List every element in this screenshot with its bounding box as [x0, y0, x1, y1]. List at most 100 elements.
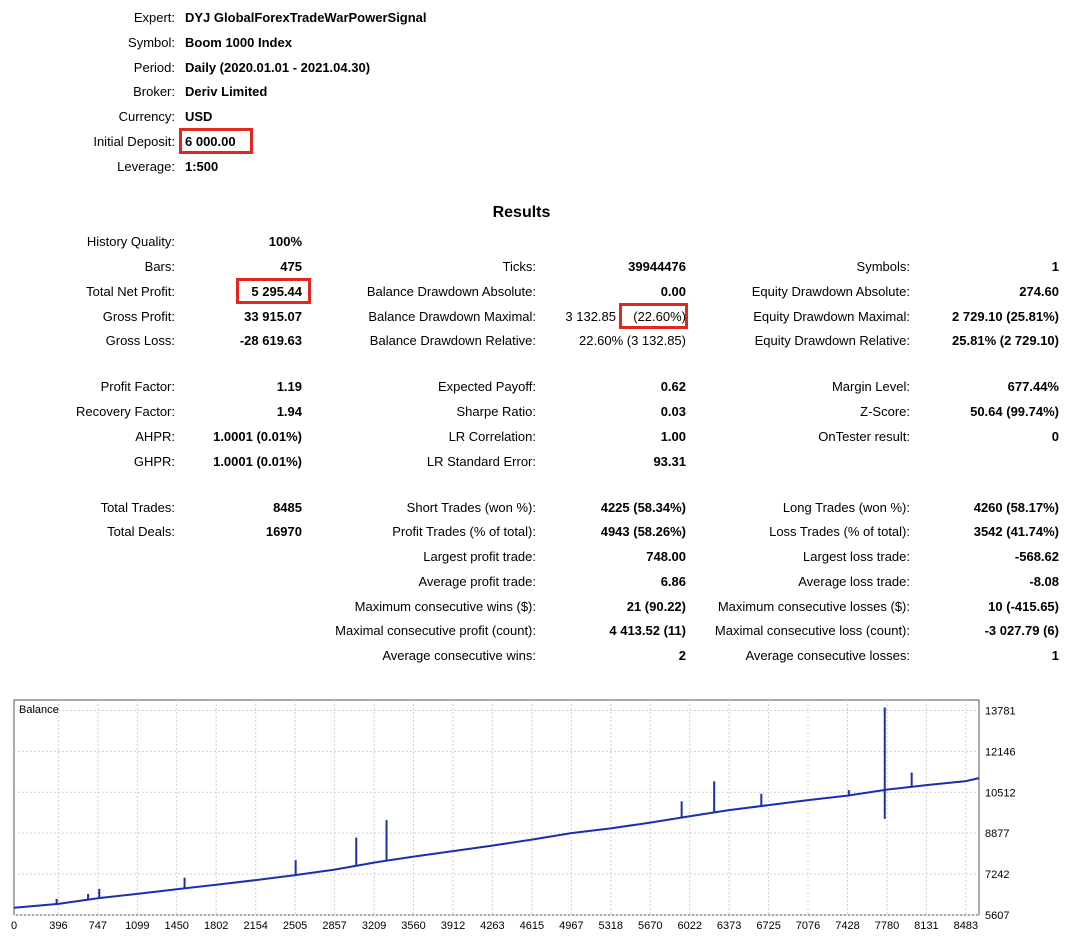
- chart-title: Balance: [19, 704, 59, 716]
- average-consecutive-losses-value: 1: [1051, 648, 1059, 663]
- gross-loss-value: -28 619.63: [239, 333, 302, 348]
- margin-level-value: 677.44%: [1007, 379, 1059, 394]
- x-tick-label: 1099: [125, 920, 149, 932]
- equity-drawdown-relative-value: 25.81% (2 729.10): [952, 333, 1059, 348]
- average-consecutive-losses-label: Average consecutive losses:: [745, 648, 910, 663]
- balance-drawdown-absolute-value: 0.00: [660, 284, 686, 299]
- leverage-value: 1:500: [185, 159, 219, 174]
- balance-drawdown-maximal-label: Balance Drawdown Maximal:: [368, 309, 536, 324]
- z-score-label: Z-Score:: [860, 404, 910, 419]
- bars-label: Bars:: [144, 259, 175, 274]
- y-tick-label: 5607: [985, 910, 1009, 922]
- maximal-consecutive-profit-label: Maximal consecutive profit (count):: [335, 623, 536, 638]
- x-tick-label: 5670: [638, 920, 662, 932]
- x-tick-label: 6373: [717, 920, 741, 932]
- equity-drawdown-absolute-label: Equity Drawdown Absolute:: [751, 284, 910, 299]
- x-tick-label: 8131: [914, 920, 938, 932]
- z-score-value: 50.64 (99.74%): [970, 404, 1059, 419]
- largest-profit-trade-value: 748.00: [646, 549, 686, 564]
- maximal-consecutive-profit-value: 4 413.52 (11): [609, 623, 686, 638]
- expected-payoff-label: Expected Payoff:: [437, 379, 536, 394]
- margin-level-label: Margin Level:: [831, 379, 910, 394]
- balance-drawdown-relative-label: Balance Drawdown Relative:: [369, 333, 536, 348]
- sharpe-ratio-value: 0.03: [660, 404, 686, 419]
- lr-correlation-value: 1.00: [660, 429, 686, 444]
- average-loss-trade-label: Average loss trade:: [798, 574, 910, 589]
- largest-profit-trade-label: Largest profit trade:: [423, 549, 536, 564]
- equity-drawdown-absolute-value: 274.60: [1019, 284, 1059, 299]
- profit-factor-value: 1.19: [276, 379, 302, 394]
- x-tick-label: 6022: [677, 920, 701, 932]
- equity-drawdown-maximal-label: Equity Drawdown Maximal:: [753, 309, 910, 324]
- total-trades-label: Total Trades:: [100, 500, 175, 515]
- ghpr-label: GHPR:: [133, 454, 175, 469]
- x-tick-label: 2154: [243, 920, 267, 932]
- x-tick-label: 7076: [796, 920, 820, 932]
- gross-profit-value: 33 915.07: [244, 309, 302, 324]
- total-net-profit-label: Total Net Profit:: [86, 284, 175, 299]
- profit-factor-label: Profit Factor:: [100, 379, 175, 394]
- x-tick-label: 0: [11, 920, 17, 932]
- largest-loss-trade-label: Largest loss trade:: [803, 549, 910, 564]
- leverage-label: Leverage:: [117, 159, 175, 174]
- chart-grid: [14, 700, 979, 916]
- total-deals-value: 16970: [265, 524, 302, 539]
- maximal-consecutive-loss-label: Maximal consecutive loss (count):: [714, 623, 910, 638]
- x-tick-label: 2857: [322, 920, 346, 932]
- x-tick-label: 7780: [875, 920, 899, 932]
- x-tick-label: 4615: [520, 920, 544, 932]
- x-axis-ticks: 0 396 747 1099 1450 1802 2154 2505 2857 3209 3560 3…: [11, 920, 978, 932]
- initial-deposit-highlight: [179, 128, 253, 154]
- sharpe-ratio-label: Sharpe Ratio:: [456, 404, 537, 419]
- ontester-result-value: 0: [1051, 429, 1059, 444]
- initial-deposit-label: Initial Deposit:: [93, 134, 175, 149]
- initial-deposit-value: 6 000.00: [185, 134, 236, 149]
- period-label: Period:: [133, 60, 175, 75]
- y-tick-label: 13781: [985, 705, 1016, 717]
- y-tick-label: 10512: [985, 787, 1016, 799]
- ticks-value: 39944476: [628, 259, 686, 274]
- balance-drawdown-maximal-percent: (22.60%): [633, 309, 686, 324]
- total-net-profit-value: 5 295.44: [251, 284, 302, 299]
- x-tick-label: 2505: [283, 920, 307, 932]
- chart-frame: [13, 699, 980, 916]
- max-consecutive-losses-label: Maximum consecutive losses ($):: [717, 599, 910, 614]
- long-trades-label: Long Trades (won %):: [782, 500, 910, 515]
- equity-drawdown-relative-label: Equity Drawdown Relative:: [754, 333, 910, 348]
- x-tick-label: 8483: [954, 920, 978, 932]
- ghpr-value: 1.0001 (0.01%): [213, 454, 302, 469]
- gross-profit-label: Gross Profit:: [102, 309, 175, 324]
- balance-chart: Balance 5607 7242 8877 10512 12146 13781 0 396…: [11, 699, 1016, 932]
- x-tick-label: 4263: [480, 920, 504, 932]
- history-quality-value: 100%: [268, 234, 302, 249]
- gross-loss-label: Gross Loss:: [105, 333, 175, 348]
- expert-label: Expert:: [133, 10, 175, 25]
- total-net-profit-highlight: [236, 278, 311, 304]
- expert-value: DYJ GlobalForexTradeWarPowerSignal: [185, 10, 427, 25]
- x-tick-label: 5318: [598, 920, 622, 932]
- currency-value: USD: [185, 109, 213, 124]
- profit-trades-label: Profit Trades (% of total):: [392, 524, 536, 539]
- broker-label: Broker:: [133, 84, 175, 99]
- average-profit-trade-value: 6.86: [660, 574, 686, 589]
- average-consecutive-wins-label: Average consecutive wins:: [382, 648, 536, 663]
- total-trades-value: 8485: [273, 500, 302, 515]
- ahpr-value: 1.0001 (0.01%): [213, 429, 302, 444]
- recovery-factor-value: 1.94: [276, 404, 302, 419]
- history-quality-label: History Quality:: [86, 234, 175, 249]
- symbol-label: Symbol:: [128, 35, 175, 50]
- y-tick-label: 12146: [985, 746, 1016, 758]
- x-tick-label: 396: [49, 920, 67, 932]
- equity-drawdown-maximal-value: 2 729.10 (25.81%): [952, 309, 1059, 324]
- results-title: Results: [492, 204, 551, 221]
- ontester-result-label: OnTester result:: [818, 429, 910, 444]
- average-profit-trade-label: Average profit trade:: [418, 574, 536, 589]
- y-tick-label: 7242: [985, 869, 1009, 881]
- period-value: Daily (2020.01.01 - 2021.04.30): [185, 60, 371, 75]
- lr-standard-error-value: 93.31: [653, 454, 686, 469]
- broker-value: Deriv Limited: [185, 84, 268, 99]
- x-tick-label: 4967: [559, 920, 583, 932]
- x-tick-label: 3209: [362, 920, 386, 932]
- y-axis-ticks: 5607 7242 8877 10512 12146 13781: [985, 705, 1016, 922]
- balance-drawdown-maximal-highlight: [619, 303, 688, 329]
